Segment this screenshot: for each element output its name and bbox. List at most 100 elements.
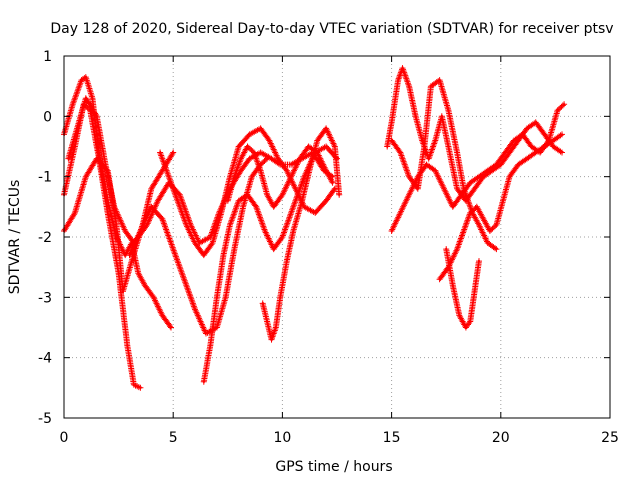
data-point [447, 145, 450, 148]
data-point [434, 139, 437, 142]
data-point [475, 205, 478, 209]
data-point [265, 193, 269, 196]
data-point [469, 320, 472, 323]
y-axis-label: SDTVAR / TECUs [7, 180, 23, 295]
data-point [547, 139, 551, 142]
data-point [126, 344, 129, 347]
chart-title: Day 128 of 2020, Sidereal Day-to-day VTE… [50, 21, 613, 37]
data-point [265, 320, 269, 323]
data-point [182, 278, 186, 281]
data-point [285, 259, 288, 263]
data-point [324, 199, 328, 202]
data-point [508, 151, 511, 154]
data-point [137, 272, 140, 275]
data-point [176, 199, 179, 202]
data-point [91, 97, 94, 100]
data-point [447, 109, 450, 112]
x-tick-label: 0 [60, 430, 69, 446]
data-point [292, 205, 295, 209]
data-point [104, 163, 107, 166]
data-point [495, 223, 498, 227]
data-point [313, 211, 317, 215]
y-tick-label: -1 [38, 170, 52, 186]
data-point [423, 145, 426, 148]
data-point [198, 241, 201, 245]
data-point [250, 175, 254, 178]
data-marker-path [443, 246, 482, 331]
data-point [193, 308, 197, 311]
data-point [289, 175, 293, 178]
data-point [333, 145, 337, 148]
data-point [294, 187, 297, 190]
data-point [414, 115, 417, 118]
data-point [534, 121, 537, 124]
data-point [75, 127, 79, 130]
data-point [263, 229, 267, 233]
data-point [272, 247, 275, 251]
data-point [220, 211, 223, 215]
data-point [84, 97, 88, 100]
data-point [121, 290, 125, 293]
data-point [307, 145, 310, 148]
data-point [248, 157, 251, 160]
data-point [106, 211, 109, 215]
data-point [407, 193, 411, 196]
data-point [139, 229, 142, 233]
data-point [150, 205, 153, 209]
data-point [156, 199, 160, 202]
data-point [246, 193, 249, 196]
data-point [438, 278, 441, 281]
data-point [495, 247, 498, 251]
data-point [259, 151, 262, 154]
x-tick-label: 10 [273, 430, 291, 446]
data-point [123, 253, 127, 257]
data-series [157, 125, 338, 259]
data-point [543, 133, 546, 136]
data-point [224, 296, 227, 299]
x-axis-label: GPS time / hours [275, 459, 392, 475]
data-point [508, 175, 511, 178]
data-point [425, 163, 428, 166]
data-point [172, 151, 175, 154]
data-point [130, 259, 133, 263]
data-point [416, 175, 420, 178]
data-point [486, 241, 489, 245]
data-point [265, 157, 269, 160]
data-point [525, 157, 529, 160]
x-tick-label: 5 [169, 430, 178, 446]
data-point [80, 78, 83, 82]
grid-layer [64, 56, 610, 418]
data-point [309, 163, 312, 166]
x-tick-label: 15 [383, 430, 401, 446]
data-layer [61, 65, 568, 391]
data-point [161, 169, 164, 172]
data-point [469, 181, 472, 184]
data-point [189, 223, 192, 227]
data-point [521, 133, 524, 136]
data-point [401, 66, 404, 70]
data-point [390, 121, 393, 124]
data-series [436, 131, 565, 283]
data-point [552, 145, 555, 148]
data-point [285, 169, 288, 172]
y-tick-label: -3 [38, 290, 52, 306]
data-series [388, 77, 500, 253]
data-point [84, 175, 88, 178]
data-point [115, 223, 118, 227]
data-point [222, 253, 225, 257]
y-tick-label: -5 [38, 411, 52, 427]
data-point [303, 205, 306, 209]
data-point [67, 157, 70, 160]
data-point [538, 151, 542, 154]
data-point [473, 187, 476, 190]
data-point [298, 157, 302, 160]
data-point [451, 205, 454, 209]
data-marker-path [200, 143, 340, 385]
data-point [132, 383, 136, 387]
data-point [178, 193, 181, 196]
data-point [469, 211, 472, 215]
data-point [477, 175, 481, 178]
y-tick-label: -4 [38, 351, 52, 367]
